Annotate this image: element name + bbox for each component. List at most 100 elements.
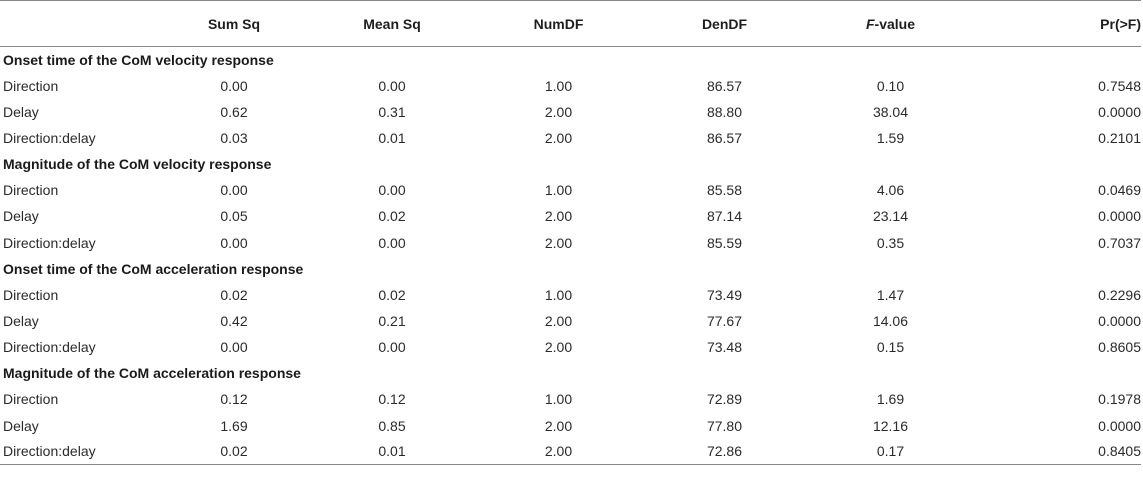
cell-numdf: 1.00: [544, 77, 573, 94]
section-title: Magnitude of the CoM velocity response: [3, 156, 272, 173]
cell-numdf: 2.00: [544, 312, 573, 329]
cell-mean-sq: 0.00: [378, 182, 406, 199]
cell-f-value: 38.04: [872, 103, 909, 120]
cell-numdf: 1.00: [544, 286, 573, 303]
section-title: Onset time of the CoM acceleration respo…: [3, 260, 304, 277]
cell-p-value: 0.8605: [1098, 339, 1141, 356]
cell-f-value: 1.59: [876, 129, 905, 146]
header-empty: [0, 0, 160, 47]
cell-p-value: 0.2101: [1098, 129, 1141, 146]
cell-dendf: 85.59: [706, 234, 743, 251]
table-row: Direction 0.12 0.12 1.00 72.89 1.69 0.19…: [0, 386, 1141, 412]
section-title-row: Onset time of the CoM velocity response: [0, 47, 1141, 73]
row-label: Direction: [3, 391, 59, 408]
cell-f-value: 1.69: [876, 391, 905, 408]
cell-p-value: 0.2296: [1098, 286, 1141, 303]
cell-mean-sq: 0.31: [378, 103, 406, 120]
table-header: Sum Sq Mean Sq NumDF DenDF F-value Pr(>F…: [0, 0, 1141, 47]
cell-sum-sq: 0.05: [220, 208, 248, 225]
cell-sum-sq: 1.69: [220, 417, 248, 434]
cell-mean-sq: 0.01: [308, 438, 476, 466]
cell-f-value: 0.35: [876, 234, 905, 251]
section-title: Onset time of the CoM velocity response: [3, 51, 274, 68]
cell-p-value: 0.7548: [1098, 77, 1141, 94]
cell-mean-sq: 0.00: [378, 339, 406, 356]
cell-mean-sq: 0.85: [378, 417, 406, 434]
row-label: Delay: [3, 103, 39, 120]
table-row: Delay 1.69 0.85 2.00 77.80 12.16 0.0000: [0, 412, 1141, 438]
cell-mean-sq: 0.01: [378, 129, 406, 146]
cell-dendf: 86.57: [706, 77, 743, 94]
header-f-value: F-value: [808, 0, 973, 47]
section-title: Magnitude of the CoM acceleration respon…: [3, 365, 301, 382]
row-label: Direction:delay: [0, 438, 160, 466]
cell-sum-sq: 0.42: [220, 312, 248, 329]
cell-dendf: 85.58: [706, 182, 743, 199]
cell-dendf: 77.80: [706, 417, 743, 434]
cell-mean-sq: 0.00: [378, 77, 406, 94]
cell-f-value: 0.10: [876, 77, 905, 94]
table-row: Direction:delay 0.00 0.00 2.00 73.48 0.1…: [0, 334, 1141, 360]
cell-sum-sq: 0.00: [220, 77, 248, 94]
cell-p-value: 0.8405: [973, 438, 1141, 466]
row-label: Delay: [3, 208, 39, 225]
cell-sum-sq: 0.00: [220, 182, 248, 199]
cell-f-value: 12.16: [872, 417, 909, 434]
cell-dendf: 87.14: [706, 208, 743, 225]
cell-sum-sq: 0.00: [220, 339, 248, 356]
cell-dendf: 88.80: [706, 103, 743, 120]
table-row: Direction 0.00 0.00 1.00 85.58 4.06 0.04…: [0, 177, 1141, 203]
section-title-row: Magnitude of the CoM velocity response: [0, 151, 1141, 177]
cell-f-value: 0.17: [808, 438, 973, 466]
cell-p-value: 0.0000: [1098, 312, 1141, 329]
cell-p-value: 0.7037: [1098, 234, 1141, 251]
row-label: Direction: [3, 77, 59, 94]
cell-f-value: 23.14: [872, 208, 909, 225]
cell-sum-sq: 0.12: [220, 391, 248, 408]
cell-f-value: 0.15: [876, 339, 905, 356]
cell-mean-sq: 0.21: [378, 312, 406, 329]
cell-numdf: 2.00: [544, 339, 573, 356]
header-mean-sq: Mean Sq: [308, 0, 476, 47]
table-row: Direction:delay 0.00 0.00 2.00 85.59 0.3…: [0, 229, 1141, 255]
table-body: Onset time of the CoM velocity response …: [0, 47, 1141, 466]
header-p-value: Pr(>F): [973, 0, 1141, 47]
cell-p-value: 0.0000: [1098, 103, 1141, 120]
header-sum-sq: Sum Sq: [160, 0, 308, 47]
cell-numdf: 2.00: [544, 208, 573, 225]
row-label: Direction:delay: [3, 129, 96, 146]
cell-numdf: 1.00: [544, 182, 573, 199]
cell-dendf: 72.89: [706, 391, 743, 408]
header-f-letter: F: [865, 15, 875, 32]
header-dendf: DenDF: [641, 0, 808, 47]
table-row: Direction:delay 0.02 0.01 2.00 72.86 0.1…: [0, 438, 1141, 466]
table-row: Direction 0.02 0.02 1.00 73.49 1.47 0.22…: [0, 282, 1141, 308]
cell-mean-sq: 0.00: [378, 234, 406, 251]
cell-p-value: 0.0000: [1098, 208, 1141, 225]
cell-f-value: 1.47: [876, 286, 905, 303]
row-label: Direction:delay: [3, 339, 96, 356]
cell-mean-sq: 0.02: [378, 208, 406, 225]
row-label: Delay: [3, 417, 39, 434]
row-label: Direction:delay: [3, 234, 96, 251]
cell-dendf: 73.49: [706, 286, 743, 303]
cell-numdf: 2.00: [544, 129, 573, 146]
table-row: Direction:delay 0.03 0.01 2.00 86.57 1.5…: [0, 125, 1141, 151]
anova-table: Sum Sq Mean Sq NumDF DenDF F-value Pr(>F…: [0, 0, 1141, 466]
cell-p-value: 0.1978: [1098, 391, 1141, 408]
header-numdf: NumDF: [476, 0, 641, 47]
cell-dendf: 77.67: [706, 312, 743, 329]
cell-sum-sq: 0.62: [220, 103, 248, 120]
cell-numdf: 2.00: [544, 103, 573, 120]
cell-p-value: 0.0469: [1098, 182, 1141, 199]
cell-f-value: 14.06: [872, 312, 909, 329]
header-f-suffix: -value: [874, 15, 916, 32]
row-label: Direction: [3, 286, 59, 303]
table-row: Delay 0.62 0.31 2.00 88.80 38.04 0.0000: [0, 99, 1141, 125]
cell-sum-sq: 0.02: [220, 286, 248, 303]
cell-sum-sq: 0.00: [220, 234, 248, 251]
row-label: Direction: [3, 182, 59, 199]
section-title-row: Magnitude of the CoM acceleration respon…: [0, 360, 1141, 386]
cell-numdf: 2.00: [476, 438, 641, 466]
table-row: Delay 0.42 0.21 2.00 77.67 14.06 0.0000: [0, 308, 1141, 334]
